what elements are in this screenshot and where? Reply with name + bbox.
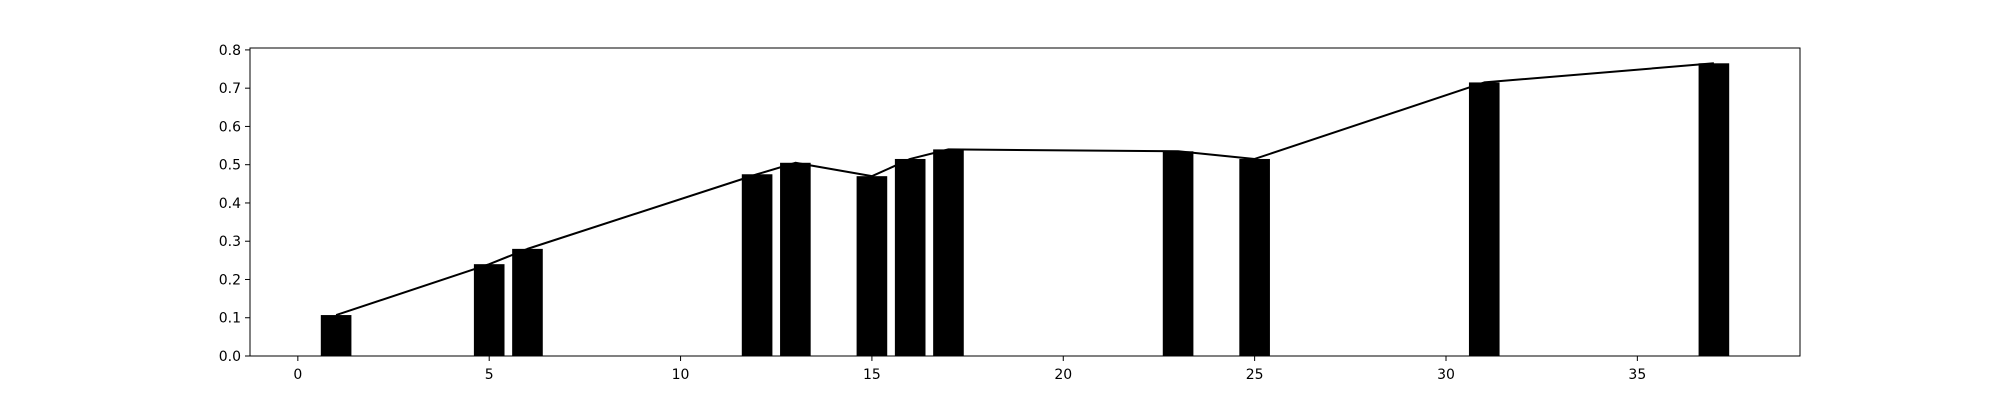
y-tick-label: 0.7 [219,81,241,97]
bar [894,158,926,356]
bar [1239,158,1270,356]
x-tick-label: 25 [1246,367,1264,383]
y-tick-label: 0.5 [219,158,241,174]
y-tick-label: 0.4 [219,196,241,212]
bar [1162,151,1194,356]
bar [1468,82,1500,357]
x-tick-label: 5 [485,367,494,383]
y-tick-label: 0.8 [219,43,241,59]
x-tick-label: 15 [863,367,881,383]
bar [780,162,811,356]
axis-ticks: 0 5 10 15 20 25 30 35 0.0 0.1 0.2 0.3 0.4 0.5 0.6 0.7 0.… [219,43,1647,383]
bar [1698,63,1730,357]
x-tick-label: 0 [293,367,302,383]
y-tick-label: 0.0 [219,349,241,365]
bar [512,248,543,356]
x-tick-label: 20 [1054,367,1072,383]
bar [741,174,773,356]
x-tick-label: 10 [672,367,690,383]
line-series [335,62,1714,317]
y-tick-label: 0.2 [219,272,241,288]
x-tick-label: 35 [1628,367,1646,383]
bar [856,176,888,356]
x-tick-label: 30 [1437,367,1455,383]
bar-group [320,63,1730,357]
plot-frame [249,47,1801,357]
series-line [335,62,1714,317]
y-tick-label: 0.1 [219,311,241,327]
y-tick-label: 0.3 [219,234,241,250]
bar [473,264,505,356]
bar [933,149,964,356]
y-tick-label: 0.6 [219,119,241,135]
bar [320,315,352,356]
